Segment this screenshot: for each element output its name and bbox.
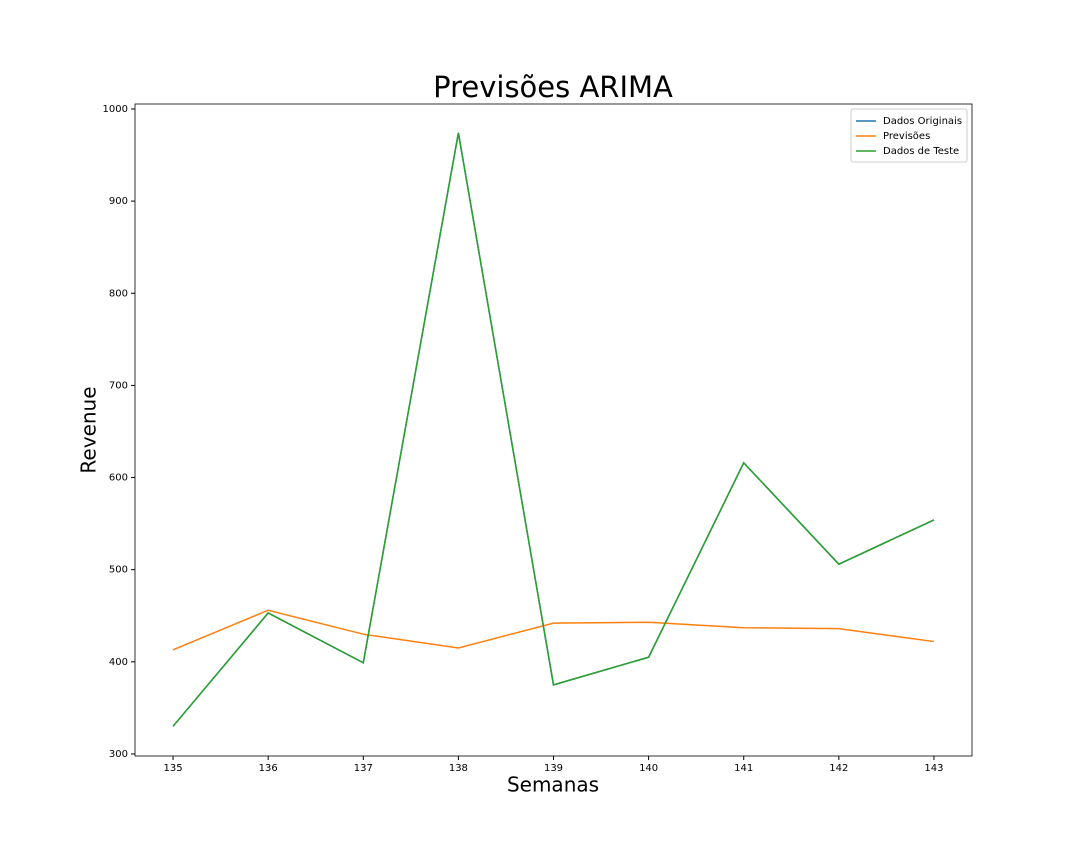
y-tick-label: 500: [109, 565, 128, 576]
y-tick-label: 1000: [103, 104, 128, 115]
legend-label: Previsões: [883, 131, 930, 142]
legend-label: Dados de Teste: [883, 146, 959, 157]
series-line: [172, 609, 935, 651]
x-tick-label: 138: [449, 763, 468, 774]
chart-title: Previsões ARIMA: [433, 70, 673, 104]
x-tick-label: 142: [829, 763, 848, 774]
y-axis-label: Revenue: [77, 386, 101, 473]
y-tick-label: 600: [109, 473, 128, 484]
series-line: [172, 132, 935, 727]
x-tick-label: 137: [354, 763, 373, 774]
y-tick-label: 800: [109, 288, 128, 299]
x-axis-label: Semanas: [507, 773, 599, 797]
x-tick-label: 139: [544, 763, 563, 774]
plot-frame: [134, 103, 973, 757]
legend-box: [850, 108, 968, 163]
x-tick-label: 140: [639, 763, 658, 774]
x-tick-label: 135: [163, 763, 182, 774]
y-tick-label: 300: [109, 749, 128, 760]
legend-label: Dados Originais: [883, 116, 962, 127]
x-tick-label: 141: [734, 763, 753, 774]
y-tick-label: 700: [109, 380, 128, 391]
y-tick-label: 900: [109, 196, 128, 207]
series-line: [172, 132, 935, 727]
x-tick-label: 143: [924, 763, 943, 774]
y-tick-label: 400: [109, 657, 128, 668]
x-tick-label: 136: [259, 763, 278, 774]
